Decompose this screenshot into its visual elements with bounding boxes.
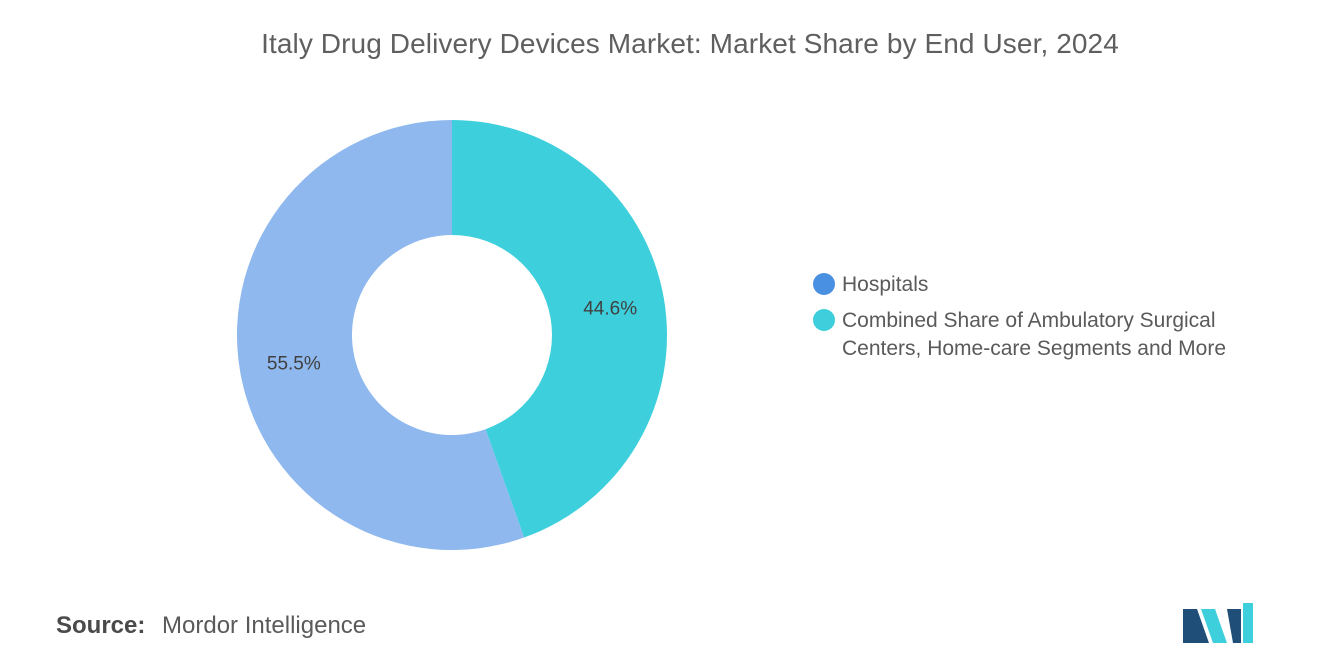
legend-item-hospitals: Hospitals xyxy=(813,271,1293,299)
source-note: Source: Mordor Intelligence xyxy=(56,612,366,640)
source-value: Mordor Intelligence xyxy=(162,612,367,639)
data-label-hospitals: 55.5% xyxy=(267,353,321,374)
logo-shape-middle xyxy=(1201,609,1227,643)
source-label: Source: xyxy=(56,612,146,639)
chart-title: Italy Drug Delivery Devices Market: Mark… xyxy=(261,28,1119,59)
logo-shape-right xyxy=(1227,609,1241,643)
legend-swatch-combined-share xyxy=(813,309,835,331)
slice-combined-share xyxy=(452,120,668,538)
logo-shape-left xyxy=(1183,609,1209,643)
chart-legend: Hospitals Combined Share of Ambulatory S… xyxy=(813,271,1293,371)
legend-label-hospitals: Hospitals xyxy=(842,273,929,296)
data-label-combined-share: 44.6% xyxy=(583,299,637,320)
legend-label-combined-share: Combined Share of Ambulatory Surgical Ce… xyxy=(842,309,1226,360)
legend-item-combined-share: Combined Share of Ambulatory Surgical Ce… xyxy=(813,307,1293,363)
logo-shape-accent xyxy=(1243,603,1253,643)
slice-hospitals xyxy=(237,120,525,550)
mordor-intelligence-logo xyxy=(1183,603,1253,643)
legend-swatch-hospitals xyxy=(813,273,835,295)
